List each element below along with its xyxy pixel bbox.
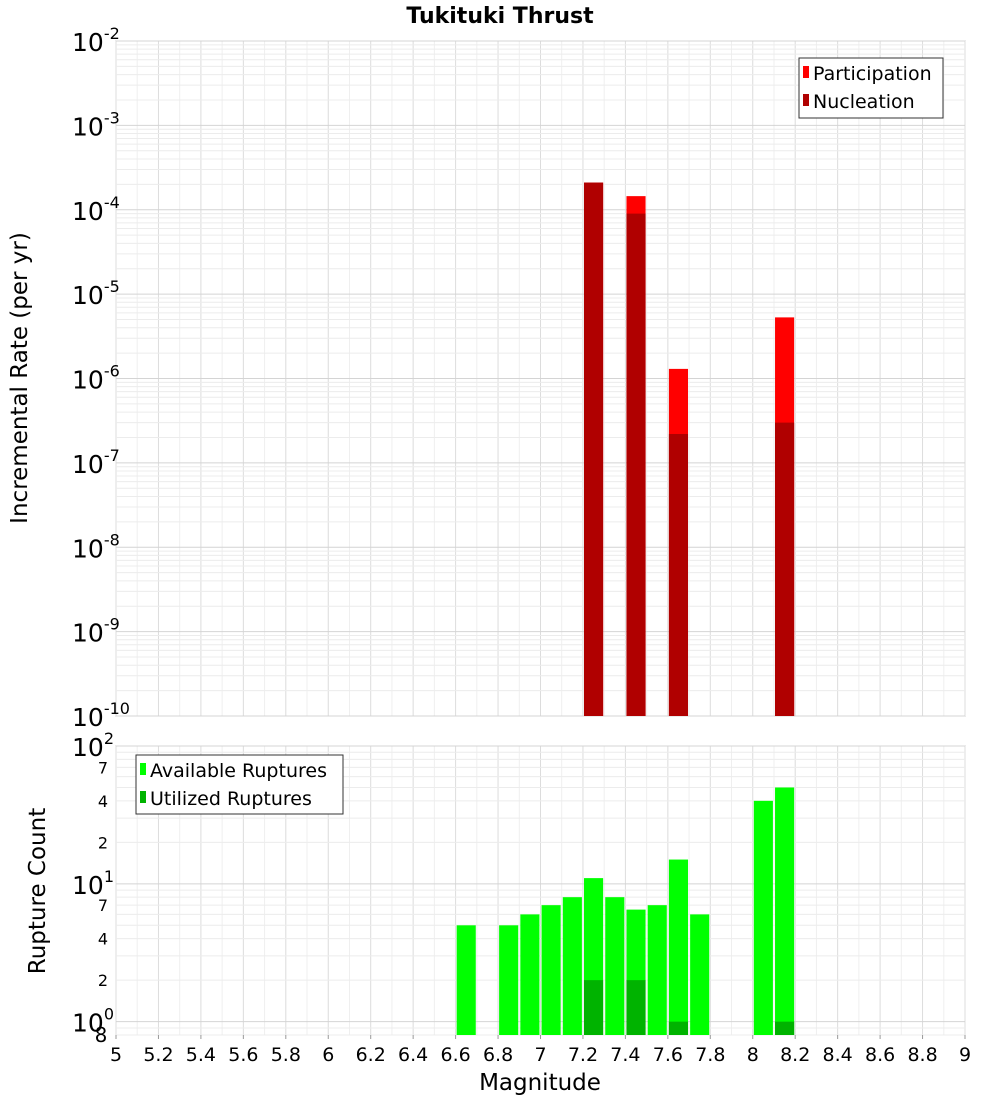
bar-available-ruptures	[668, 859, 689, 1035]
bar-available-ruptures	[520, 914, 540, 1035]
legend-participation-label: Participation	[813, 63, 932, 85]
top-y-tick-label: 10-9	[72, 615, 120, 648]
top-legend-box	[798, 57, 944, 119]
bar-available-ruptures	[562, 897, 582, 1035]
bottom-y-minor-tick-label: 8	[95, 1023, 108, 1047]
legend-available-ruptures-label: Available Ruptures	[150, 760, 327, 782]
x-axis-label: Magnitude	[479, 1070, 601, 1096]
legend-nucleation-label: Nucleation	[813, 91, 915, 113]
x-tick-label: 8.2	[780, 1044, 810, 1066]
bar-available-ruptures	[647, 905, 667, 1035]
top-y-tick-label: 10-4	[72, 193, 120, 226]
bar-available-ruptures	[605, 897, 625, 1035]
x-tick-label: 5.4	[186, 1044, 216, 1066]
x-tick-label: 6.2	[356, 1044, 386, 1066]
legend-utilized-ruptures-swatch	[140, 791, 146, 803]
x-tick-label: 7.8	[695, 1044, 725, 1066]
x-tick-label: 7.6	[653, 1044, 683, 1066]
x-tick-label: 7.4	[610, 1044, 640, 1066]
bottom-y-axis-label: Rupture Count	[25, 808, 51, 974]
x-tick-label: 5.8	[271, 1044, 301, 1066]
bottom-y-minor-tick-label: 2	[98, 971, 108, 990]
x-tick-label: 8.4	[823, 1044, 853, 1066]
x-tick-label: 6	[322, 1044, 334, 1066]
top-y-axis-label: Incremental Rate (per yr)	[7, 232, 33, 524]
bar-nucleation	[626, 213, 646, 717]
bar-nucleation	[668, 433, 689, 716]
top-legend: Participation Nucleation	[798, 57, 944, 119]
x-tick-label: 7.2	[568, 1044, 598, 1066]
bar-utilized-ruptures	[775, 1021, 795, 1035]
top-y-tick-label: 10-10	[72, 699, 130, 732]
bottom-y-major-tick-label: 102	[72, 729, 114, 762]
bar-utilized-ruptures	[584, 980, 604, 1035]
x-tick-label: 7	[534, 1044, 546, 1066]
x-tick-label: 8	[747, 1044, 759, 1066]
bar-utilized-ruptures	[668, 1021, 689, 1035]
top-y-tick-label: 10-8	[72, 530, 120, 563]
legend-available-ruptures-swatch	[140, 763, 146, 775]
top-plot: 10-2 10-3 10-4 10-5 10-6 10-7 10-8 10-9 10-10 Pa…	[7, 24, 966, 732]
x-tick-label: 5.6	[228, 1044, 258, 1066]
legend-nucleation-swatch	[803, 94, 809, 106]
legend-participation-swatch	[803, 66, 809, 78]
x-tick-label: 5.2	[143, 1044, 173, 1066]
x-tick-label: 6.4	[398, 1044, 428, 1066]
bottom-y-major-tick-label: 101	[72, 867, 114, 900]
chart-title: Tukituki Thrust	[406, 4, 594, 29]
bottom-legend: Available Ruptures Utilized Ruptures	[135, 754, 344, 815]
legend-utilized-ruptures-label: Utilized Ruptures	[150, 788, 312, 810]
bottom-y-minor-tick-label: 4	[98, 792, 108, 811]
bar-nucleation	[584, 182, 604, 716]
x-tick-label: 9	[959, 1044, 971, 1066]
top-y-tick-label: 10-2	[72, 24, 120, 57]
x-tick-label: 6.8	[483, 1044, 513, 1066]
bar-nucleation	[775, 422, 795, 716]
bottom-y-minor-tick-label: 7	[98, 758, 108, 777]
top-y-tick-label: 10-6	[72, 362, 120, 395]
bottom-y-minor-tick-label: 4	[98, 930, 108, 949]
bottom-y-major-tick-label: 100	[72, 1005, 114, 1038]
bar-available-ruptures	[753, 800, 773, 1035]
bar-available-ruptures	[690, 914, 710, 1035]
x-tick-label: 8.8	[907, 1044, 937, 1066]
x-tick-label: 6.6	[440, 1044, 470, 1066]
bar-available-ruptures	[775, 787, 795, 1035]
top-y-tick-label: 10-7	[72, 446, 120, 479]
bottom-y-minor-tick-label: 2	[98, 833, 108, 852]
x-tick-label: 8.6	[865, 1044, 895, 1066]
top-y-tick-label: 10-5	[72, 277, 120, 310]
bar-available-ruptures	[499, 925, 519, 1035]
bar-available-ruptures	[541, 905, 561, 1035]
top-y-tick-label: 10-3	[72, 108, 120, 141]
bottom-y-minor-tick-label: 7	[98, 896, 108, 915]
bar-utilized-ruptures	[626, 980, 646, 1035]
bottom-plot: 102 101 100 7 4 2 7 4 2 8 5 5.2 5.4 5.6 5.8 6 6.2 6.4 6.6…	[25, 729, 971, 1096]
bar-available-ruptures	[456, 925, 476, 1035]
x-tick-label: 5	[110, 1044, 122, 1066]
bottom-legend-box	[135, 754, 344, 815]
